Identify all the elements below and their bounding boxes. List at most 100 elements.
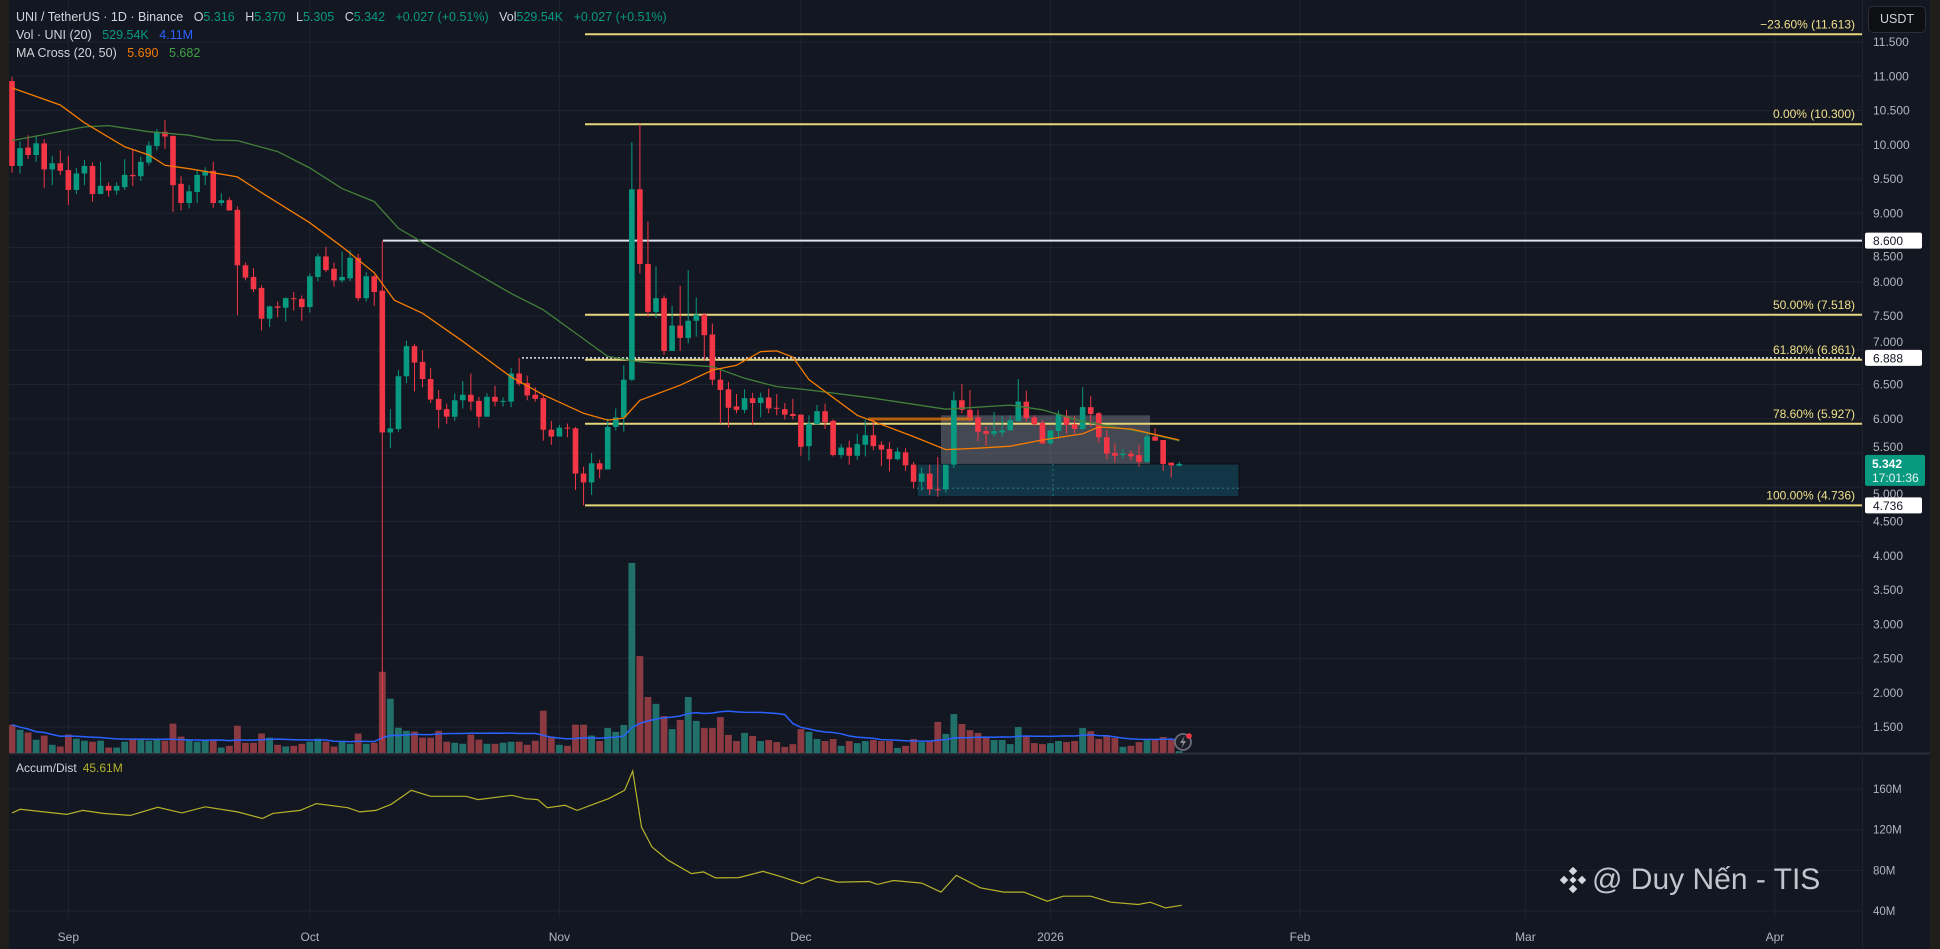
price-label-box[interactable]: 8.600: [1865, 232, 1922, 249]
candle: [1055, 410, 1062, 439]
symbol-title[interactable]: UNI / TetherUS · 1D · Binance: [16, 10, 184, 24]
volume-bar: [306, 741, 314, 753]
candle: [282, 297, 289, 322]
volume-bar: [298, 743, 306, 753]
candle-body: [862, 435, 869, 445]
price-label-box[interactable]: 6.888: [1865, 349, 1922, 366]
candle-body: [427, 379, 434, 400]
candle-body: [894, 451, 901, 460]
candle: [782, 402, 788, 420]
candle-body: [1039, 422, 1046, 444]
volume-bar: [362, 743, 370, 753]
candle-body: [967, 409, 973, 418]
candle: [162, 120, 168, 149]
price-axis-tick: 1.500: [1873, 720, 1903, 734]
volume-bar: [894, 747, 901, 753]
ma-cross-row[interactable]: MA Cross (20, 50) 5.690 5.682: [16, 44, 667, 62]
candle: [105, 182, 112, 197]
candle-body: [339, 276, 345, 281]
support-zone-rectangle[interactable]: [916, 463, 1240, 498]
price-axis-tick: 6.000: [1873, 412, 1903, 426]
candle: [234, 206, 241, 316]
volume-bar: [974, 732, 982, 753]
candle: [556, 424, 563, 437]
accum-dist-name[interactable]: Accum/Dist: [16, 761, 77, 775]
candle-body: [653, 298, 659, 312]
price-axis-tick: 11.500: [1873, 35, 1909, 49]
candle: [307, 273, 313, 313]
candles: [9, 76, 1183, 741]
lightning-icon[interactable]: [1174, 733, 1192, 751]
candle-body: [564, 427, 571, 429]
candle: [146, 141, 152, 166]
accum-dist-axis-tick: 120M: [1873, 825, 1902, 837]
volume-bar: [403, 730, 410, 753]
candle: [943, 464, 949, 493]
candle-body: [1144, 436, 1150, 462]
candle-body: [1176, 463, 1183, 466]
axes[interactable]: Sep Oct Nov Dec 2026 Feb Mar Apr 11.500 11.000 10.…: [58, 35, 1925, 944]
candle-body: [299, 298, 305, 308]
price-axis-tick: 8.500: [1873, 250, 1903, 264]
ma-cross-name[interactable]: MA Cross (20, 50): [16, 46, 117, 60]
volume-bar: [644, 697, 652, 753]
current-price-background: [1865, 454, 1925, 486]
currency-button[interactable]: USDT: [1868, 6, 1926, 33]
candle-body: [693, 314, 700, 321]
volume-bar: [556, 744, 563, 753]
candle-body: [33, 143, 39, 156]
candle: [242, 262, 249, 281]
candle: [524, 375, 530, 401]
volume-bar: [161, 740, 169, 753]
volume-bar: [169, 723, 177, 753]
candle-body: [274, 306, 281, 308]
candle-body: [146, 145, 152, 163]
candle-body: [242, 265, 249, 278]
candle: [1160, 439, 1166, 471]
candle-body: [484, 396, 490, 417]
candle-body: [773, 407, 780, 409]
vol-label: Vol: [499, 10, 517, 24]
candle-body: [782, 409, 788, 415]
volume-bar: [813, 739, 821, 753]
volume-indicator-name[interactable]: Vol · UNI (20): [16, 28, 92, 42]
candle-body: [387, 428, 394, 433]
vol-value: 529.54K: [516, 10, 564, 24]
volume-bar: [596, 741, 604, 753]
candle-body: [508, 373, 514, 402]
candle: [604, 418, 611, 470]
candle-body: [975, 417, 981, 432]
candle: [138, 156, 144, 182]
candle-body: [443, 409, 450, 417]
accum-dist-legend[interactable]: Accum/Dist 45.61M: [16, 761, 123, 775]
price-label-box[interactable]: 4.736: [1865, 497, 1922, 514]
candle: [492, 385, 498, 407]
volume-bar: [918, 742, 926, 753]
volume-bar: [869, 740, 877, 753]
candle: [347, 250, 353, 282]
candle: [427, 368, 434, 403]
price-label-text: 4.736: [1873, 499, 1903, 513]
candle: [838, 444, 844, 459]
candle-body: [451, 400, 458, 417]
symbol-row[interactable]: UNI / TetherUS · 1D · Binance O5.316 H5.…: [16, 8, 667, 26]
candle: [57, 150, 64, 175]
candle-body: [637, 189, 643, 264]
candle-body: [1079, 407, 1086, 430]
volume-bar: [805, 731, 813, 753]
candle-body: [460, 394, 466, 401]
candle: [572, 426, 579, 490]
volume-bar: [32, 739, 40, 753]
price-axis-tick: 6.500: [1873, 378, 1903, 392]
volume-bar: [56, 746, 64, 753]
volume-bar: [684, 697, 692, 753]
price-axis-tick: 2.500: [1873, 652, 1903, 666]
candle-body: [516, 373, 522, 384]
volume-bar: [419, 737, 426, 753]
candle-body: [65, 170, 72, 190]
volume-indicator-row[interactable]: Vol · UNI (20) 529.54K 4.11M: [16, 26, 667, 44]
volume-bar: [781, 746, 789, 753]
candle: [733, 394, 740, 414]
